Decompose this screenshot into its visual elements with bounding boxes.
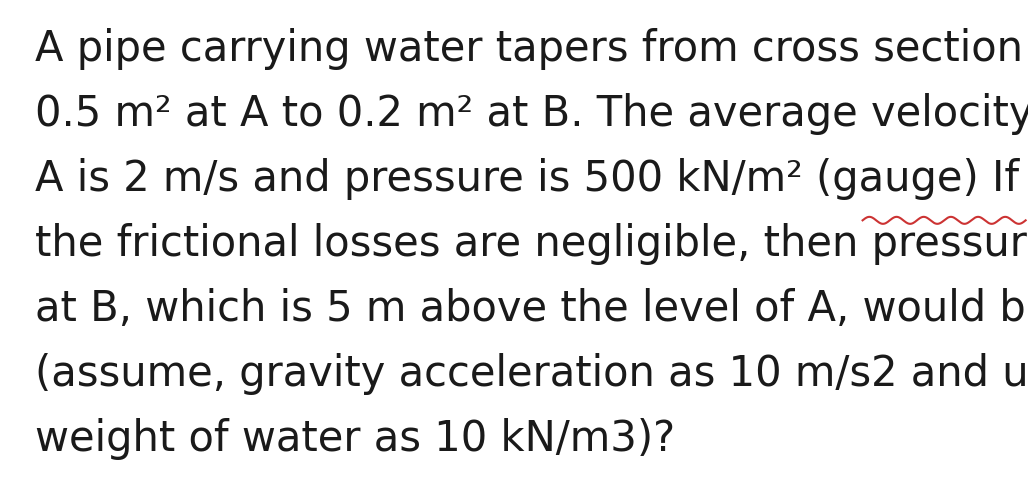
Text: weight of water as 10 kN/m3)?: weight of water as 10 kN/m3)? bbox=[35, 418, 675, 460]
Text: A is 2 m/s and pressure is 500 kN/m² (gauge) If: A is 2 m/s and pressure is 500 kN/m² (ga… bbox=[35, 158, 1019, 200]
Text: at B, which is 5 m above the level of A, would be: at B, which is 5 m above the level of A,… bbox=[35, 288, 1028, 330]
Text: A is 2 m/s and pressure is 500 kN/m² (gauge) If: A is 2 m/s and pressure is 500 kN/m² (ga… bbox=[35, 158, 1019, 200]
Text: A is 2 m/s and pressure is 500: A is 2 m/s and pressure is 500 bbox=[35, 158, 676, 200]
Text: the frictional losses are negligible, then pressure: the frictional losses are negligible, th… bbox=[35, 223, 1028, 265]
Text: A pipe carrying water tapers from cross section: A pipe carrying water tapers from cross … bbox=[35, 28, 1023, 70]
Text: kN/m²: kN/m² bbox=[35, 158, 161, 200]
Text: (assume, gravity acceleration as 10 m/s2 and unit: (assume, gravity acceleration as 10 m/s2… bbox=[35, 353, 1028, 395]
Text: 0.5 m² at A to 0.2 m² at B. The average velocity at: 0.5 m² at A to 0.2 m² at B. The average … bbox=[35, 93, 1028, 135]
